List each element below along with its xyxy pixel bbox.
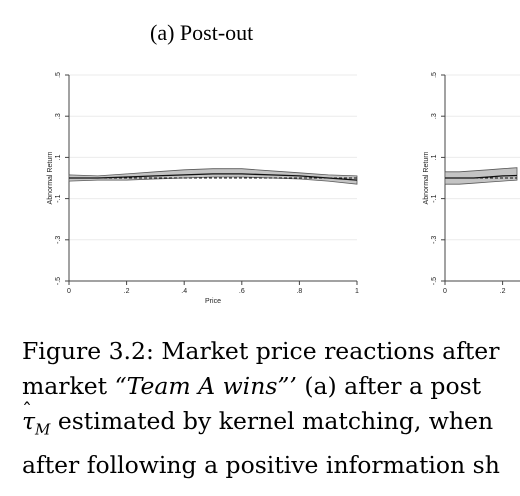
plot-a-confidence-band [68,168,358,185]
plot-a-series-solid [69,173,358,181]
plot-a-y-tick-label-3: .1 [55,154,62,160]
tau-subscript: M [35,420,51,439]
caption-line-2-start: market [22,372,115,400]
plot-b-y-tick-label-0: -.5 [431,277,438,285]
plot-a-x-tick-label-4: .8 [296,288,302,295]
plot-b-y-tick-label-5: .5 [431,72,438,78]
tau-symbol: ˆ τM [22,398,50,439]
plot-b-y-tick-label-3: .1 [431,154,438,160]
caption-line-2-end: (a) after a post [296,372,482,400]
plot-a-x-tick-label-0: 0 [67,288,71,295]
plot-b-x-tick-label-1: .2 [500,288,506,295]
plot-a-y-tick-label-1: -.3 [55,236,62,244]
plot-a-x-tick-label-5: 1 [355,288,359,295]
plot-a-x-tick-label-1: .2 [124,288,130,295]
plot-b: -.5 -.3 -.1 .1 .3 .5 0 .2 Abnormal Return [423,72,520,295]
caption-quoted-market: “Team A wins”’ [114,372,297,400]
caption-line-4: after following a positive information s… [22,450,500,479]
caption-line-3-end: estimated by kernel matching, when [50,407,494,435]
plot-b-confidence-band [444,167,518,185]
plot-b-y-tick-label-4: .3 [431,113,438,119]
plot-b-y-tick-label-1: -.3 [431,236,438,244]
plot-a-y-tick-label-5: .5 [55,72,62,78]
plot-b-x-tick-label-0: 0 [443,288,447,295]
plot-a-x-tick-label-3: .6 [239,288,245,295]
plot-a-x-axis-label: Price [205,298,221,305]
plot-a-y-tick-label-4: .3 [55,113,62,119]
caption-line-3: ˆ τM estimated by kernel matching, when [22,398,520,448]
plot-b-y-tick-label-2: -.1 [431,194,438,202]
subfigure-a-caption: (a) Post-out [150,20,254,45]
plot-a-y-tick-label-2: -.1 [55,194,62,202]
caption-line-1: Figure 3.2: Market price reactions after [22,337,500,365]
tau-hat: ˆ [22,398,32,422]
plot-a-x-tick-label-2: .4 [181,288,187,295]
tau-letter: τ [22,407,36,435]
plot-b-y-axis-label: Abnormal Return [423,151,430,204]
plot-a-y-axis-label: Abnormal Return [47,151,54,204]
plot-a-y-tick-label-0: -.5 [55,277,62,285]
figure-plots: -.5 -.3 -.1 .1 .3 .5 0 .2 .4 .6 .8 1 Abnormal Return… [47,72,520,305]
plot-a: -.5 -.3 -.1 .1 .3 .5 0 .2 .4 .6 .8 1 Abnormal Return… [47,72,359,305]
caption-line-2: market “Team A wins”’ (a) after a post [22,369,520,404]
figure-caption: Figure 3.2: Market price reactions after… [22,334,520,483]
